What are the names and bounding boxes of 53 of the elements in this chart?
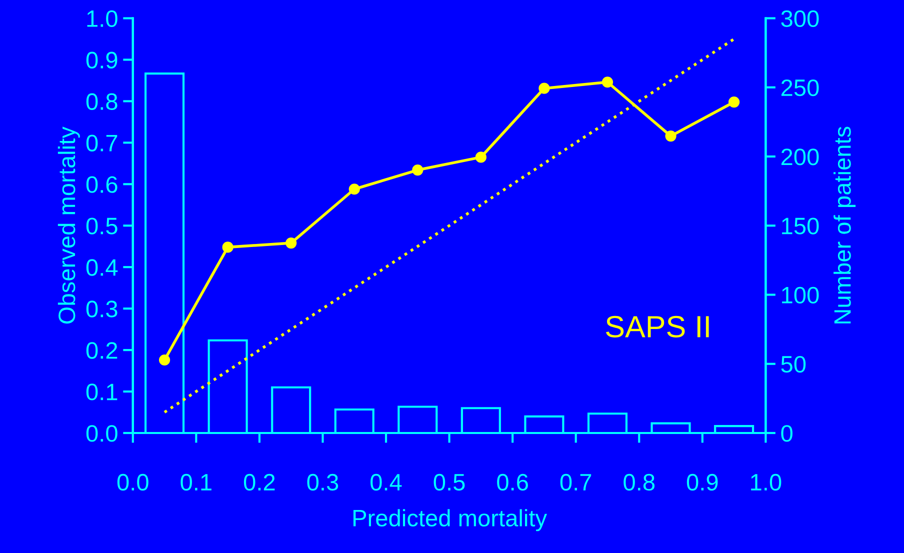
point	[475, 152, 486, 163]
y2-axis-title: Number of patients	[834, 126, 856, 324]
y-tick-label: 0.2	[86, 342, 118, 359]
point	[348, 184, 360, 195]
point	[728, 96, 740, 108]
point	[665, 130, 676, 142]
bar	[650, 422, 691, 433]
point	[158, 354, 170, 366]
y2-tick-label: 100	[782, 286, 819, 304]
y2-tick-label: 200	[781, 148, 819, 166]
annotation: SAPS II	[606, 316, 709, 338]
y2-tick-label: 150	[782, 218, 819, 234]
bar	[208, 339, 248, 433]
x-tick-label: 0.1	[180, 474, 212, 491]
text: 1.0	[751, 474, 782, 491]
y2-tick-label: 50	[781, 356, 806, 373]
bar	[524, 415, 564, 433]
point	[538, 82, 550, 94]
point	[286, 237, 297, 249]
point	[222, 242, 234, 253]
bar	[714, 425, 754, 433]
y-tick-label: 0.6	[86, 176, 118, 193]
bar	[460, 407, 501, 433]
x-axis-title: Predicted mortality	[353, 509, 548, 532]
bar	[144, 72, 185, 433]
y-tick-label: 0.9	[86, 52, 118, 69]
x-tick-label: 0.7	[560, 474, 592, 491]
x-tick-label: 0.5	[434, 474, 465, 491]
y2-tick-label: 300	[781, 10, 819, 28]
bar	[271, 386, 312, 433]
y-tick-label: 0.1	[86, 384, 118, 400]
y-tick-label: 0.7	[86, 134, 118, 152]
x-tick-label: 0.9	[686, 474, 718, 491]
x-tick-label: 0.8	[624, 474, 655, 491]
y-axis-title: Observed mortality	[58, 126, 80, 324]
x-tick-label: 0.3	[307, 474, 338, 491]
y-tick-label: 0.8	[86, 93, 118, 110]
bar	[587, 412, 628, 433]
text: 0.0	[117, 474, 148, 491]
x-tick-label: 0.2	[244, 474, 275, 491]
y2-tick-label: 250	[781, 79, 819, 96]
x-tick-label: 0.6	[497, 474, 528, 491]
y-tick-label: 0.3	[86, 300, 118, 318]
point	[602, 76, 614, 88]
bar	[398, 406, 438, 433]
y-tick-label: 0.4	[86, 259, 118, 276]
text: 0.0	[86, 425, 118, 442]
bar	[334, 408, 374, 433]
x-tick-label: 0.4	[370, 474, 402, 491]
y2-tick-label: 0	[781, 425, 792, 442]
y-tick-label: 0.5	[86, 218, 118, 234]
point	[412, 164, 424, 176]
text: 1.0	[87, 10, 118, 28]
